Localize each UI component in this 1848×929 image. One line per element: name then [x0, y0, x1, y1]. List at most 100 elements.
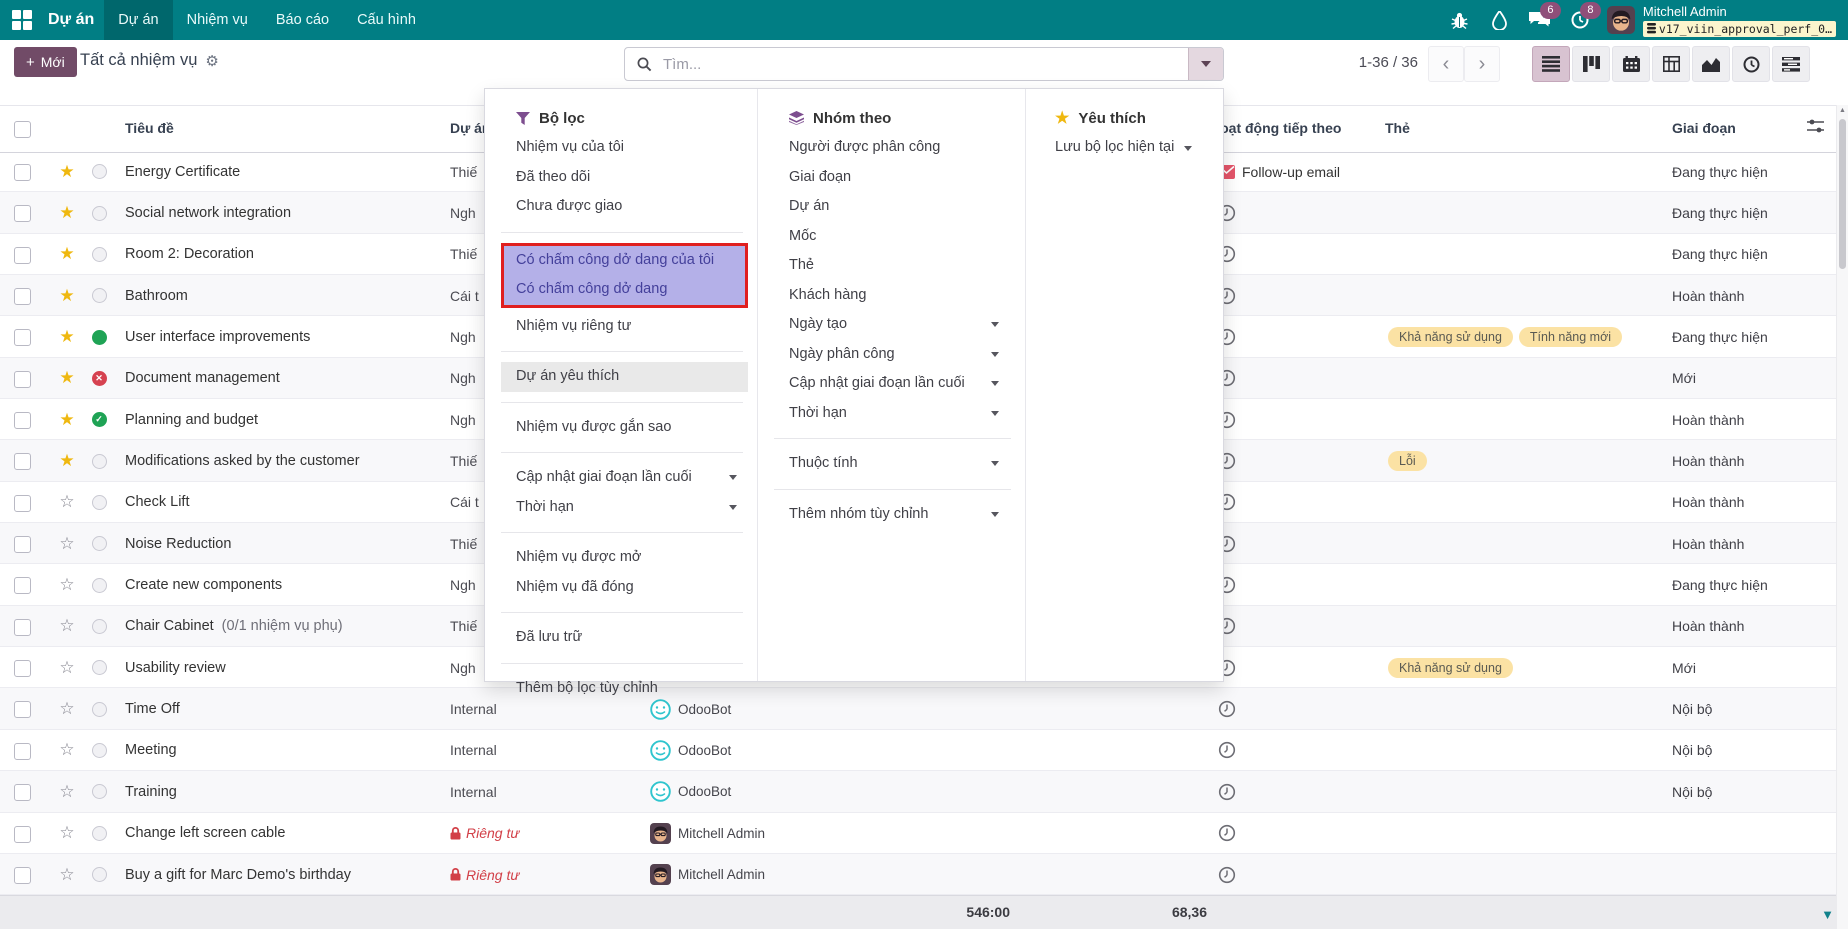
gantt-view-button[interactable]: [1772, 46, 1810, 82]
activity-clock-icon[interactable]: [1218, 275, 1388, 316]
activity-clock-icon[interactable]: [1218, 606, 1388, 647]
menu-item[interactable]: Ngày phân công: [758, 340, 1025, 370]
status-circle[interactable]: [90, 647, 108, 688]
menu-item[interactable]: Thời hạn: [758, 399, 1025, 429]
star-toggle-icon[interactable]: ★: [59, 161, 75, 181]
star-toggle-icon[interactable]: ☆: [59, 533, 75, 553]
status-circle[interactable]: [90, 730, 108, 771]
activity-clock-icon[interactable]: [1218, 482, 1388, 523]
pager-next-button[interactable]: ›: [1464, 46, 1500, 82]
activity-clock-icon[interactable]: [1218, 771, 1388, 812]
status-circle[interactable]: [90, 316, 108, 357]
activities-icon[interactable]: 8: [1567, 2, 1601, 33]
column-header-project[interactable]: Dự án: [450, 120, 491, 136]
list-view-button[interactable]: [1532, 46, 1570, 82]
nav-menu-1[interactable]: Nhiệm vụ: [186, 12, 248, 28]
new-button[interactable]: + Mới: [14, 47, 77, 77]
menu-item[interactable]: Chưa được giao: [516, 198, 623, 214]
menu-item-selected[interactable]: Có chấm công dở dang: [516, 281, 668, 297]
star-toggle-icon[interactable]: ★: [59, 368, 75, 388]
row-checkbox[interactable]: [14, 866, 31, 884]
search-input[interactable]: [661, 54, 1188, 74]
table-row[interactable]: ☆ Usability review Ngh Khả năng sử dụng Mới: [0, 647, 1848, 689]
row-checkbox[interactable]: [14, 536, 31, 554]
app-brand[interactable]: Dự án: [48, 11, 95, 28]
row-checkbox[interactable]: [14, 577, 31, 595]
activity-view-button[interactable]: [1732, 46, 1770, 82]
nav-menu-0[interactable]: Dự án: [104, 0, 173, 40]
star-toggle-icon[interactable]: ☆: [59, 575, 75, 595]
status-circle[interactable]: ✓: [90, 399, 108, 440]
menu-item[interactable]: Thẻ: [789, 257, 814, 273]
star-toggle-icon[interactable]: ☆: [59, 492, 75, 512]
star-toggle-icon[interactable]: ★: [59, 409, 75, 429]
column-header-tags[interactable]: Thẻ: [1385, 120, 1410, 136]
status-circle[interactable]: [90, 151, 108, 192]
nav-menu-2[interactable]: Báo cáo: [275, 12, 330, 28]
column-header-activity[interactable]: Hoạt động tiếp theo: [1210, 120, 1342, 136]
star-toggle-icon[interactable]: ☆: [59, 781, 75, 801]
table-row[interactable]: ☆ Training Internal OdooBot Nội bộ: [0, 771, 1848, 813]
save-current-filter-item[interactable]: Lưu bộ lọc hiện tại: [1026, 133, 1223, 163]
pager-previous-button[interactable]: ‹: [1428, 46, 1464, 82]
menu-item[interactable]: Thời hạn: [485, 493, 757, 523]
menu-item[interactable]: Đã theo dõi: [516, 168, 591, 185]
vertical-scrollbar[interactable]: ▲: [1836, 105, 1848, 929]
droplet-icon[interactable]: [1487, 7, 1513, 33]
activity-clock-icon[interactable]: [1218, 688, 1388, 729]
row-checkbox[interactable]: [14, 742, 31, 760]
user-menu[interactable]: Mitchell Admin v17_viin_approval_perf_0…: [1642, 4, 1836, 37]
star-toggle-icon[interactable]: ★: [59, 285, 75, 305]
menu-item[interactable]: Nhiệm vụ đã đóng: [516, 578, 634, 595]
menu-item[interactable]: Cập nhật giai đoạn lần cuối: [758, 369, 1025, 399]
row-checkbox[interactable]: [14, 329, 31, 347]
status-circle[interactable]: [90, 688, 108, 729]
table-row[interactable]: ☆ Meeting Internal OdooBot Nội bộ: [0, 730, 1848, 772]
menu-item-selected[interactable]: Có chấm công dở dang của tôi: [516, 251, 715, 268]
status-circle[interactable]: [90, 234, 108, 275]
activity-clock-icon[interactable]: [1218, 564, 1388, 605]
status-circle[interactable]: [90, 606, 108, 647]
menu-item[interactable]: Thêm bộ lọc tùy chỉnh: [516, 679, 658, 696]
menu-item[interactable]: Thêm nhóm tùy chỉnh: [758, 500, 1025, 530]
activity-clock-icon[interactable]: [1218, 192, 1388, 233]
status-circle[interactable]: [90, 275, 108, 316]
menu-item[interactable]: Người được phân công: [789, 139, 941, 155]
menu-item[interactable]: Nhiệm vụ riêng tư: [516, 317, 632, 334]
status-circle[interactable]: [90, 771, 108, 812]
star-toggle-icon[interactable]: ☆: [59, 616, 75, 636]
activity-clock-icon[interactable]: [1218, 440, 1388, 481]
status-circle[interactable]: [90, 440, 108, 481]
scroll-down-icon[interactable]: ▼: [1821, 907, 1834, 922]
table-row[interactable]: ☆ Buy a gift for Marc Demo's birthday Riên…: [0, 853, 1848, 896]
optional-columns-icon[interactable]: [1807, 119, 1824, 134]
activity-clock-icon[interactable]: [1218, 358, 1388, 399]
scrollbar-up-icon[interactable]: ▲: [1839, 107, 1846, 114]
menu-item[interactable]: Cập nhật giai đoạn lần cuối: [485, 463, 757, 493]
user-avatar[interactable]: [1606, 6, 1635, 34]
activity-clock-icon[interactable]: [1218, 730, 1388, 771]
row-checkbox[interactable]: [14, 453, 31, 471]
status-circle[interactable]: ✕: [90, 358, 108, 399]
star-toggle-icon[interactable]: ☆: [59, 740, 75, 760]
row-checkbox[interactable]: [14, 370, 31, 388]
star-toggle-icon[interactable]: ★: [59, 327, 75, 347]
bug-icon[interactable]: [1447, 7, 1473, 33]
status-circle[interactable]: [90, 523, 108, 564]
menu-item[interactable]: Nhiệm vụ được mở: [516, 549, 642, 565]
nav-menu-3[interactable]: Cấu hình: [357, 12, 416, 28]
activity-clock-icon[interactable]: [1218, 854, 1388, 895]
activity-clock-icon[interactable]: [1218, 234, 1388, 275]
menu-item[interactable]: Dự án yêu thích: [516, 368, 620, 384]
activity-clock-icon[interactable]: [1218, 647, 1388, 688]
menu-item[interactable]: Dự án: [789, 198, 830, 214]
status-circle[interactable]: [90, 192, 108, 233]
row-checkbox[interactable]: [14, 618, 31, 636]
kanban-view-button[interactable]: [1572, 46, 1610, 82]
row-checkbox[interactable]: [14, 825, 31, 843]
activity-clock-icon[interactable]: [1218, 399, 1388, 440]
star-toggle-icon[interactable]: ★: [59, 244, 75, 264]
status-circle[interactable]: [90, 564, 108, 605]
row-checkbox[interactable]: [14, 288, 31, 306]
pivot-view-button[interactable]: [1652, 46, 1690, 82]
